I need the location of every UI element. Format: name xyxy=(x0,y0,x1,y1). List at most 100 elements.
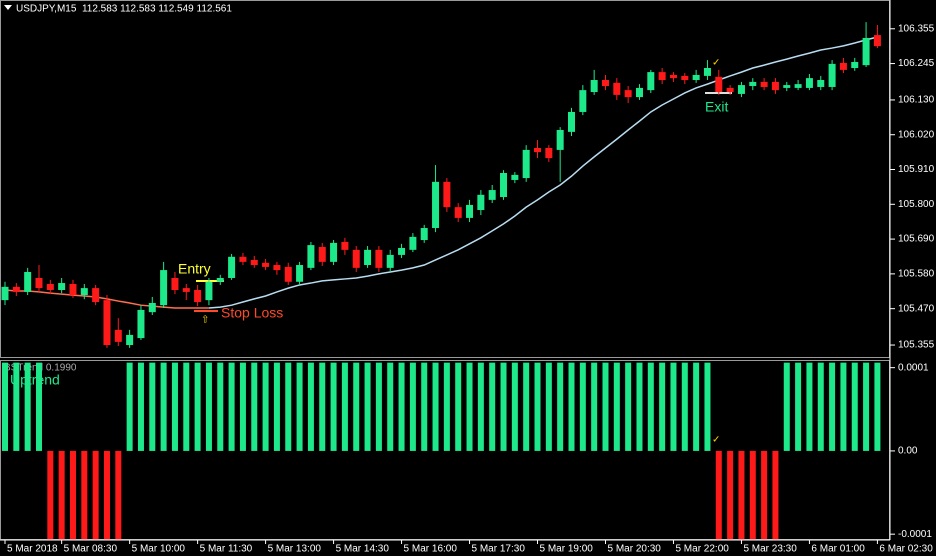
candle-body xyxy=(737,85,745,94)
candle-body xyxy=(352,249,360,268)
candle-body xyxy=(647,72,655,91)
histogram-bar xyxy=(783,362,790,451)
x-tick-label: 5 Mar 10:00 xyxy=(132,544,186,555)
candle-body xyxy=(432,181,440,229)
x-tick-label: 6 Mar 01:00 xyxy=(811,544,865,555)
histogram-bar xyxy=(659,362,666,451)
candle-body xyxy=(126,334,134,346)
histogram-bar xyxy=(171,362,178,451)
histogram-bar xyxy=(92,450,99,540)
x-tick-label: 5 Mar 14:30 xyxy=(336,544,390,555)
candle-body xyxy=(488,190,496,200)
trend-label: Uptrend xyxy=(10,372,60,388)
x-tick-label: 5 Mar 13:00 xyxy=(268,544,322,555)
histogram-bar xyxy=(387,362,394,451)
histogram-bar xyxy=(69,450,76,540)
candle-body xyxy=(715,76,723,93)
histogram-bar xyxy=(591,362,598,451)
candle-body xyxy=(341,241,349,250)
candle-body xyxy=(114,329,122,342)
histogram-bar xyxy=(398,362,405,451)
x-tick-label: 6 Mar 02:30 xyxy=(879,544,933,555)
candle-body xyxy=(35,277,43,289)
y-tick-label: 105.800 xyxy=(898,199,935,210)
histogram-bar xyxy=(421,362,428,451)
histogram-bar xyxy=(466,362,473,451)
candle-body xyxy=(239,256,247,262)
candle-body xyxy=(398,247,406,255)
histogram-bar xyxy=(557,362,564,451)
candle-body xyxy=(669,74,677,79)
candle-body xyxy=(307,245,315,268)
histogram-bar xyxy=(670,362,677,451)
histogram-bar xyxy=(545,362,552,451)
candle-body xyxy=(375,249,383,268)
candle-body xyxy=(601,80,609,87)
entry-label: Entry xyxy=(178,261,211,277)
candle-body xyxy=(454,207,462,218)
candle-body xyxy=(296,265,304,282)
candle-body xyxy=(160,270,168,306)
y-tick-label: 105.910 xyxy=(898,164,935,175)
candle-body xyxy=(364,249,372,266)
y-tick-label: 105.580 xyxy=(898,269,935,280)
x-tick-label: 5 Mar 08:30 xyxy=(64,544,118,555)
x-tick-label: 5 Mar 23:30 xyxy=(743,544,797,555)
histogram-bar xyxy=(205,362,212,451)
histogram-bar xyxy=(13,362,20,451)
candle-body xyxy=(851,61,859,68)
histogram-bar xyxy=(330,362,337,451)
histogram-bar xyxy=(455,362,462,451)
histogram-bar xyxy=(772,450,779,540)
histogram-bar xyxy=(795,362,802,451)
candle-body xyxy=(466,204,474,218)
y-tick-label: 106.020 xyxy=(898,129,935,140)
candle-body xyxy=(726,87,734,93)
x-tick-label: 5 Mar 16:00 xyxy=(404,544,458,555)
candle-body xyxy=(749,81,757,87)
x-tick-label: 5 Mar 20:30 xyxy=(607,544,661,555)
candle-body xyxy=(182,288,190,292)
candle-body xyxy=(477,194,485,210)
moving-average xyxy=(208,36,878,309)
histogram-bar xyxy=(319,362,326,451)
candle-body xyxy=(613,82,621,95)
x-tick-label: 5 Mar 22:00 xyxy=(675,544,729,555)
y-tick-label: 0.0001 xyxy=(898,362,929,373)
y-tick-label: 105.355 xyxy=(898,340,935,351)
x-tick-label: 5 Mar 11:30 xyxy=(200,544,253,555)
candle-body xyxy=(250,259,258,266)
histogram-bar xyxy=(477,362,484,451)
histogram-bar xyxy=(817,362,824,451)
histogram-bar xyxy=(840,362,847,451)
y-tick-label: 105.470 xyxy=(898,303,935,314)
candle-body xyxy=(500,172,508,198)
histogram-bar xyxy=(24,362,31,451)
histogram-bar xyxy=(273,362,280,451)
candle-body xyxy=(409,236,417,250)
histogram-bar xyxy=(829,362,836,451)
candle-body xyxy=(817,80,825,87)
candle-body xyxy=(522,149,530,179)
y-tick-label: 0.00 xyxy=(898,446,918,457)
candle-body xyxy=(148,302,156,313)
histogram-bar xyxy=(851,362,858,451)
histogram-bar xyxy=(863,362,870,451)
histogram-bar xyxy=(500,362,507,451)
x-tick-label: 5 Mar 19:00 xyxy=(540,544,594,555)
histogram-bar xyxy=(806,362,813,451)
histogram-bar xyxy=(58,450,65,540)
histogram-bar xyxy=(137,362,144,451)
candle-body xyxy=(579,90,587,112)
histogram-bar xyxy=(761,450,768,540)
histogram-bar xyxy=(602,362,609,451)
candle-body xyxy=(443,181,451,208)
candle-body xyxy=(103,300,111,346)
histogram-bar xyxy=(35,362,42,451)
candle-body xyxy=(794,84,802,88)
histogram-bar xyxy=(341,362,348,451)
marks: 106.355 106.245 106.130 106.020 105.910 105.8… xyxy=(1,22,935,555)
histogram-bar xyxy=(239,362,246,451)
histogram-bar xyxy=(613,362,620,451)
histogram-bar xyxy=(228,362,235,451)
